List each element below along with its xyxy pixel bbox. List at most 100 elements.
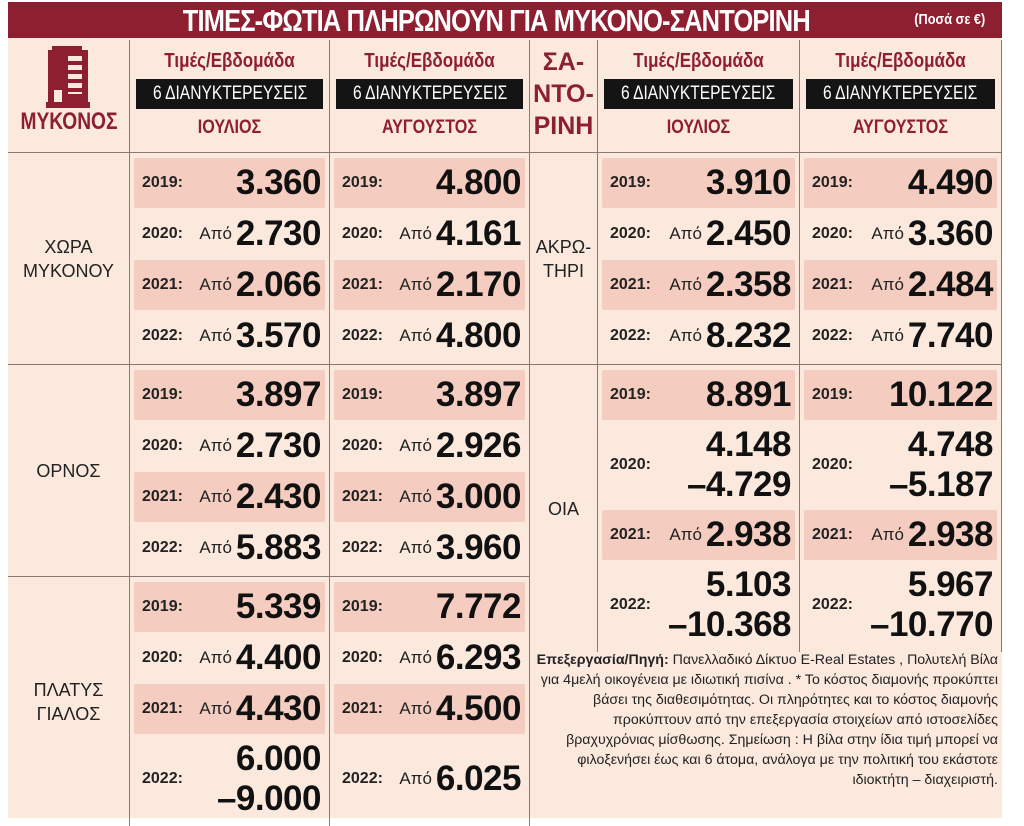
column-title: Τιμές/Εβδομάδα — [835, 50, 966, 72]
price-line: 2.358 — [705, 265, 792, 304]
year-label: 2022: — [812, 596, 853, 613]
from-prefix: Από — [871, 326, 904, 345]
price-value: 2.358 — [705, 265, 792, 305]
price-line: 4.400 — [235, 638, 322, 677]
price-value: 3.897 — [236, 375, 322, 415]
year-label: 2022: — [342, 327, 383, 344]
from-prefix: Από — [399, 648, 432, 667]
location-group: ΟΡΝΟΣ 2019: 3.897 2020: Από 2.730 2021: Από 2.43… — [8, 364, 530, 576]
from-prefix: Από — [399, 275, 432, 294]
price-value: 4.500 — [436, 689, 522, 729]
from-prefix: Από — [669, 275, 702, 294]
month-label: ΑΥΓΟΥΣΤΟΣ — [852, 117, 949, 138]
from-prefix: Από — [399, 769, 432, 788]
price-line: 2.730 — [235, 214, 322, 253]
august-column: 2019: 3.897 2020: Από 2.926 2021: Από 3.000 2022… — [330, 365, 530, 576]
price-line: 4.800 — [435, 163, 522, 202]
nights-label: 6 ΔΙΑΝΥΚΤΕΡΕΥΣΕΙΣ — [621, 83, 776, 104]
year-label: 2022: — [610, 596, 651, 613]
price-value: 4.430 — [235, 689, 322, 729]
location-group: ΑΚΡΩ- ΤΗΡΙ 2019: 3.910 2020: Από 2.450 2021: Απ… — [530, 152, 1002, 364]
price-line: 4.800 — [435, 316, 522, 355]
year-label: 2020: — [342, 225, 383, 242]
price-cell: 2021: Από 2.358 — [602, 260, 795, 310]
price-cell: 2019: 3.910 — [602, 158, 795, 208]
july-column: 2019: 3.910 2020: Από 2.450 2021: Από 2.358 2022… — [598, 153, 800, 364]
price-value: 4.161 — [436, 214, 522, 254]
price-line: 4.490 — [907, 163, 994, 202]
price-line: 2.926 — [435, 426, 522, 465]
price-value: 2.430 — [236, 477, 322, 517]
year-label: 2020: — [812, 225, 853, 242]
year-label: 2020: — [142, 225, 183, 242]
column-title: Τιμές/Εβδομάδα — [364, 50, 495, 72]
price-cell: 2021: Από 2.484 — [804, 260, 997, 310]
august-column: 2019: 7.772 2020: Από 6.293 2021: Από 4.500 2022… — [330, 577, 530, 826]
price-line: 8.232 — [705, 316, 792, 355]
price-cell: 2021: Από 2.066 — [134, 260, 325, 310]
price-cell: 2020: Από 3.360 — [804, 209, 997, 259]
price-cell: 2019: 5.339 — [134, 582, 325, 632]
year-label: 2021: — [342, 276, 383, 293]
price-line: 5.883 — [235, 528, 322, 567]
from-prefix: Από — [399, 699, 432, 718]
price-value: 7.772 — [436, 587, 522, 627]
location-label: ΑΚΡΩ- ΤΗΡΙ — [530, 153, 598, 364]
mykonos-column-header: Τιμές/Εβδομάδα 6 ΔΙΑΝΥΚΤΕΡΕΥΣΕΙΣ ΑΥΓΟΥΣΤΟΣ — [330, 40, 530, 152]
year-label: 2019: — [812, 386, 853, 403]
price-cell: 2022: Από 3.570 — [134, 311, 325, 361]
price-value: 6.293 — [436, 638, 522, 678]
mykonos-header: ΜΥΚΟΝΟΣ — [8, 40, 130, 152]
mykonos-section: ΧΩΡΑ ΜΥΚΟΝΟΥ 2019: 3.360 2020: Από 2.730 2021:… — [8, 152, 530, 826]
price-cell: 2019: 4.800 — [334, 158, 525, 208]
location-name: ΟΙΑ — [547, 498, 579, 519]
from-prefix: Από — [399, 487, 432, 506]
location-label: ΠΛΑΤΥΣ ΓΙΑΛΟΣ — [8, 577, 130, 826]
santorini-column-header: Τιμές/Εβδομάδα 6 ΔΙΑΝΥΚΤΕΡΕΥΣΕΙΣ ΙΟΥΛΙΟΣ — [598, 40, 800, 152]
price-cell: 2019: 3.897 — [134, 370, 325, 420]
price-cell: 2020: Από 2.926 — [334, 421, 525, 471]
nights-badge: 6 ΔΙΑΝΥΚΤΕΡΕΥΣΕΙΣ — [336, 79, 523, 109]
source-note: Επεξεργασία/Πηγή: Πανελλαδικό Δίκτυο E-R… — [532, 650, 998, 790]
santorini-label: ΣΑ- ΝΤΟ- ΡΙΝΗ — [530, 40, 598, 152]
july-column: 2019: 8.891 2020: 4.148 –4.729 2021: Από 2.938 2… — [598, 365, 800, 652]
price-line: –10.770 — [869, 605, 994, 644]
price-line: 3.360 — [907, 214, 994, 253]
price-value: 7.740 — [908, 316, 994, 356]
price-line: –9.000 — [216, 779, 322, 818]
price-cell: 2022: Από 3.960 — [334, 523, 525, 573]
price-cell: 2021: Από 2.938 — [602, 510, 795, 560]
price-line: 4.430 — [235, 689, 322, 728]
from-prefix: Από — [199, 326, 232, 345]
year-label: 2021: — [342, 700, 383, 717]
price-cell: 2022: Από 6.025 — [334, 735, 525, 823]
from-prefix: Από — [199, 224, 232, 243]
price-cell: 2022: 5.103 –10.368 — [602, 561, 795, 649]
price-cell: 2021: Από 2.170 — [334, 260, 525, 310]
price-line: 3.897 — [435, 375, 522, 414]
price-value: 5.103 –10.368 — [668, 565, 792, 645]
price-line: 4.748 — [907, 425, 994, 464]
year-label: 2020: — [142, 437, 183, 454]
price-cell: 2020: Από 6.293 — [334, 633, 525, 683]
from-prefix: Από — [199, 648, 232, 667]
price-cell: 2020: 4.748 –5.187 — [804, 421, 997, 509]
year-label: 2020: — [610, 456, 651, 473]
price-line: 8.891 — [705, 375, 792, 414]
price-line: 2.170 — [435, 265, 522, 304]
column-title: Τιμές/Εβδομάδα — [633, 50, 764, 72]
price-value: 2.730 — [235, 214, 322, 254]
price-value: 4.400 — [235, 638, 322, 678]
from-prefix: Από — [199, 699, 232, 718]
price-value: 2.170 — [435, 265, 522, 305]
title-bar: ΤΙΜΕΣ-ΦΩΤΙΑ ΠΛΗΡΩΝΟΥΝ ΓΙΑ ΜΥΚΟΝΟ-ΣΑΝΤΟΡΙ… — [8, 2, 1002, 38]
year-label: 2021: — [610, 526, 651, 543]
price-cell: 2022: 5.967 –10.770 — [804, 561, 997, 649]
month-label: ΑΥΓΟΥΣΤΟΣ — [381, 117, 478, 138]
price-value: 3.000 — [436, 477, 522, 517]
price-cell: 2020: Από 2.730 — [134, 209, 325, 259]
year-label: 2021: — [142, 488, 183, 505]
price-cell: 2019: 4.490 — [804, 158, 997, 208]
location-label: ΧΩΡΑ ΜΥΚΟΝΟΥ — [8, 153, 130, 364]
location-group: ΠΛΑΤΥΣ ΓΙΑΛΟΣ 2019: 5.339 2020: Από 4.400 2021… — [8, 576, 530, 826]
